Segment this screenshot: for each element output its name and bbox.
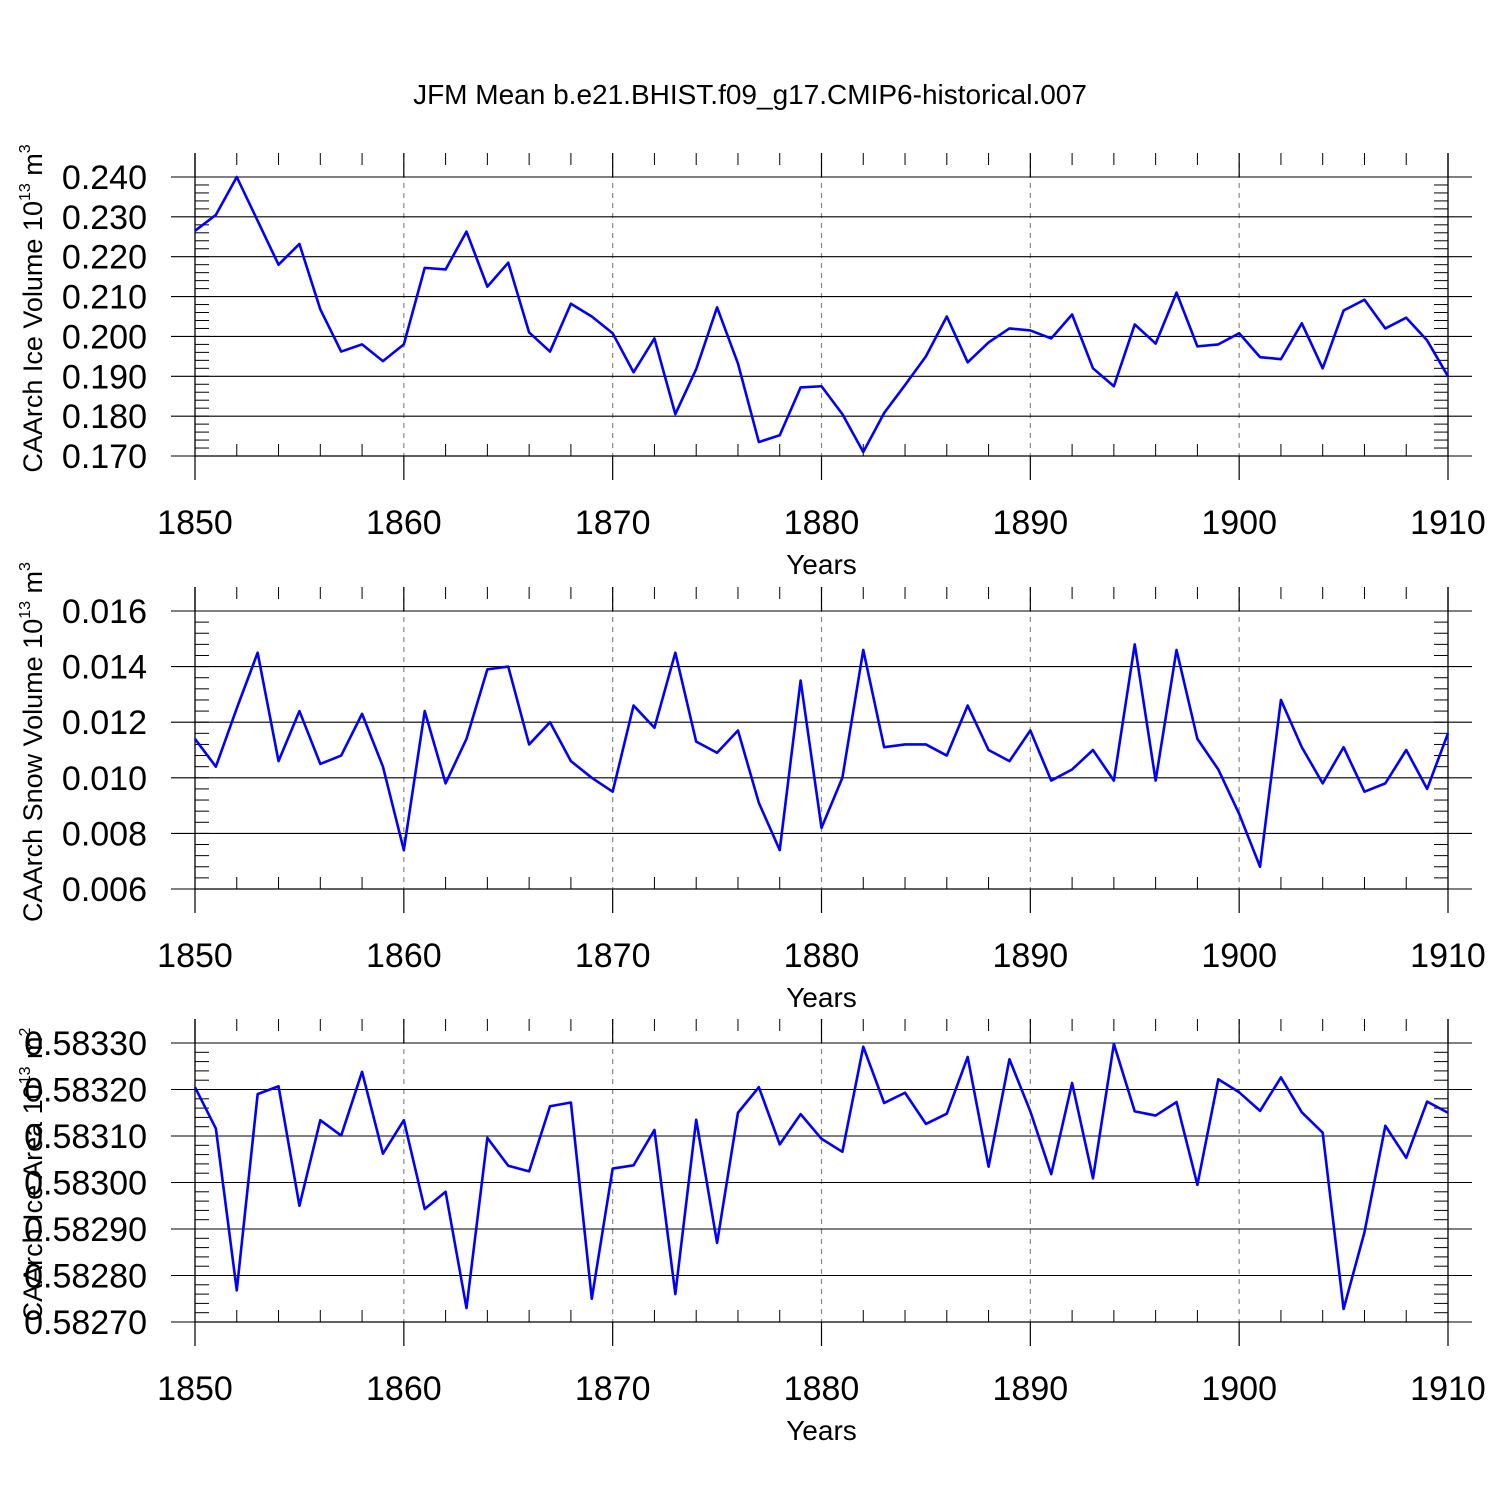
x-tick-label: 1870 <box>575 1370 651 1408</box>
y-tick-label: 0.220 <box>62 239 147 277</box>
y-tick-label: 0.170 <box>62 438 147 476</box>
x-axis-title: Years <box>786 982 857 1013</box>
x-tick-label: 1880 <box>784 504 860 542</box>
y-axis-title-unit: m <box>18 571 48 601</box>
y-tick-label: 0.58300 <box>24 1165 147 1203</box>
y-axis-title-unit-exponent: 2 <box>17 1027 34 1036</box>
x-tick-label: 1890 <box>993 504 1069 542</box>
y-tick-label: 0.58310 <box>24 1118 147 1156</box>
x-tick-label: 1850 <box>157 504 233 542</box>
y-axis-title-unit-exponent: 3 <box>17 144 34 153</box>
y-tick-label: 0.210 <box>62 279 147 317</box>
x-tick-label: 1890 <box>993 937 1069 975</box>
chart-title: JFM Mean b.e21.BHIST.f09_g17.CMIP6-histo… <box>413 79 1087 110</box>
y-tick-label: 0.240 <box>62 159 147 197</box>
y-axis-title: CAArch Ice Area 1013 m2 <box>17 1027 48 1321</box>
y-tick-label: 0.006 <box>62 871 147 909</box>
y-tick-label: 0.180 <box>62 398 147 436</box>
y-tick-label: 0.58330 <box>24 1025 147 1063</box>
y-tick-label: 0.016 <box>62 593 147 631</box>
x-tick-label: 1910 <box>1410 1370 1486 1408</box>
y-axis-title-exponent: 13 <box>17 601 34 619</box>
x-tick-label: 1860 <box>366 1370 442 1408</box>
x-tick-label: 1850 <box>157 1370 233 1408</box>
y-tick-label: 0.014 <box>62 649 147 687</box>
x-tick-label: 1900 <box>1201 504 1277 542</box>
x-tick-label: 1900 <box>1201 937 1277 975</box>
y-tick-label: 0.012 <box>62 704 147 742</box>
y-tick-label: 0.190 <box>62 358 147 396</box>
y-tick-label: 0.008 <box>62 815 147 853</box>
y-axis-title-exponent: 13 <box>17 183 34 201</box>
y-axis-title-unit-exponent: 3 <box>17 562 34 571</box>
y-axis-title-base: CAArch Ice Volume 10 <box>18 201 48 473</box>
y-tick-label: 0.58290 <box>24 1211 147 1249</box>
chart-panels: 0.1700.1800.1900.2000.2100.2200.2300.240… <box>17 144 1486 1446</box>
x-axis-title: Years <box>786 549 857 580</box>
x-tick-label: 1850 <box>157 937 233 975</box>
y-tick-label: 0.58320 <box>24 1072 147 1110</box>
x-tick-label: 1890 <box>993 1370 1069 1408</box>
y-tick-label: 0.010 <box>62 760 147 798</box>
y-tick-label: 0.58280 <box>24 1258 147 1296</box>
y-axis-title: CAArch Snow Volume 1013 m3 <box>17 562 48 922</box>
y-axis-title: CAArch Ice Volume 1013 m3 <box>17 144 48 472</box>
y-tick-label: 0.58270 <box>24 1304 147 1342</box>
x-tick-label: 1910 <box>1410 504 1486 542</box>
x-tick-label: 1900 <box>1201 1370 1277 1408</box>
y-axis-title-unit: m <box>18 1036 48 1066</box>
chart-panel-1: 0.1700.1800.1900.2000.2100.2200.2300.240… <box>17 144 1486 580</box>
y-axis-title-exponent: 13 <box>17 1066 34 1084</box>
y-tick-label: 0.200 <box>62 318 147 356</box>
x-tick-label: 1870 <box>575 937 651 975</box>
chart-panel-3: 0.58270 0.58280 0.58290 0.58300 0.58310 0.583… <box>17 1019 1486 1446</box>
chart-panel-2: 0.006 0.008 0.010 0.012 0.014 0.016 1850 1860 18… <box>17 562 1486 1013</box>
x-tick-label: 1870 <box>575 504 651 542</box>
y-axis-title-base: CAArch Snow Volume 10 <box>18 619 48 922</box>
y-tick-label: 0.230 <box>62 199 147 237</box>
y-axis-title-unit: m <box>18 153 48 183</box>
x-tick-label: 1860 <box>366 937 442 975</box>
x-tick-label: 1910 <box>1410 937 1486 975</box>
x-axis-title: Years <box>786 1415 857 1446</box>
x-tick-label: 1880 <box>784 937 860 975</box>
y-axis-title-base: CAArch Ice Area 10 <box>18 1084 48 1321</box>
x-tick-label: 1860 <box>366 504 442 542</box>
x-tick-label: 1880 <box>784 1370 860 1408</box>
